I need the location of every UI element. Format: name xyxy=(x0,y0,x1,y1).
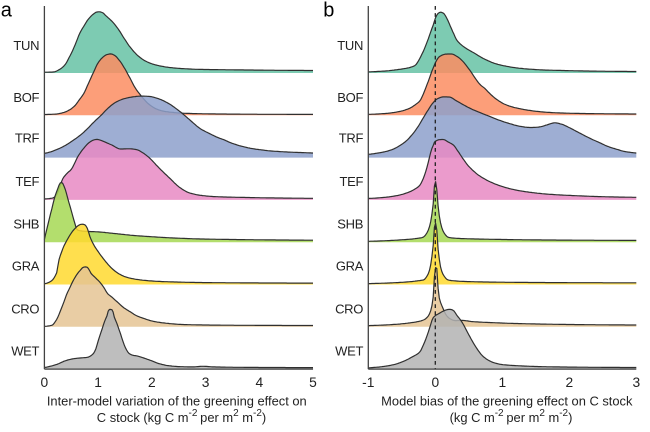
svg-text:5: 5 xyxy=(309,375,317,390)
svg-text:2: 2 xyxy=(565,375,573,390)
svg-text:TUN: TUN xyxy=(337,38,363,53)
svg-text:2: 2 xyxy=(148,375,156,390)
svg-text:0: 0 xyxy=(41,375,49,390)
svg-text:TUN: TUN xyxy=(13,38,39,53)
svg-text:-1: -1 xyxy=(362,375,374,390)
svg-text:Model bias of the greening eff: Model bias of the greening effect on C s… xyxy=(381,394,633,409)
svg-text:GRA: GRA xyxy=(12,259,40,274)
svg-text:b: b xyxy=(323,0,334,21)
svg-text:WET: WET xyxy=(335,344,363,359)
svg-text:TEF: TEF xyxy=(339,174,363,189)
svg-text:TRF: TRF xyxy=(339,131,364,146)
svg-text:BOF: BOF xyxy=(13,90,39,105)
svg-text:Inter-model variation of the g: Inter-model variation of the greening ef… xyxy=(47,394,307,409)
svg-text:CRO: CRO xyxy=(11,302,39,317)
svg-text:1: 1 xyxy=(94,375,102,390)
svg-text:SHB: SHB xyxy=(337,216,363,231)
svg-text:CRO: CRO xyxy=(335,302,363,317)
svg-text:TEF: TEF xyxy=(16,174,40,189)
svg-text:a: a xyxy=(1,0,13,21)
svg-text:GRA: GRA xyxy=(336,259,364,274)
svg-text:1: 1 xyxy=(498,375,506,390)
svg-text:SHB: SHB xyxy=(13,216,39,231)
svg-text:TRF: TRF xyxy=(15,131,40,146)
svg-text:(kg C m-2 per m2 m-2): (kg C m-2 per m2 m-2) xyxy=(450,408,573,425)
svg-text:0: 0 xyxy=(431,375,439,390)
svg-text:WET: WET xyxy=(11,344,39,359)
svg-text:3: 3 xyxy=(632,375,640,390)
svg-text:4: 4 xyxy=(255,375,263,390)
svg-text:C stock (kg C m-2 per m2 m-2): C stock (kg C m-2 per m2 m-2) xyxy=(97,408,266,425)
svg-text:3: 3 xyxy=(202,375,210,390)
svg-text:BOF: BOF xyxy=(337,90,363,105)
